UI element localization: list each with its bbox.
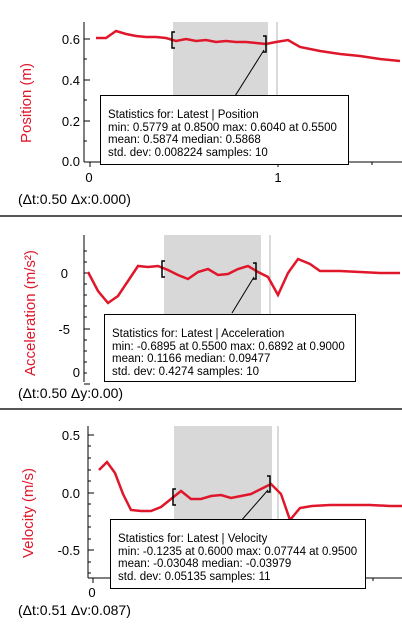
delta-readout: (Δt:0.50 Δx:0.000) [18, 191, 131, 207]
stats-min-max: min: 0.5779 at 0.8500 max: 0.6040 at 0.5… [108, 122, 342, 135]
y-tick-label: 0.4 [62, 73, 80, 88]
stats-title: Statistics for: Latest | Position [108, 109, 342, 122]
stats-title: Statistics for: Latest | Velocity [118, 533, 359, 546]
y-tick-label: 0.0 [62, 486, 80, 501]
acceleration-graph-panel[interactable]: 0 -5 0 Acceleration (m/s²) × − Statistic… [0, 215, 402, 408]
stats-mean-median: mean: 0.1166 median: 0.09477 [112, 353, 349, 366]
statistics-box[interactable]: Statistics for: Latest | Velocity min: -… [110, 519, 366, 589]
y-tick-label: 0 [61, 266, 68, 281]
stats-min-max: min: -0.6895 at 0.5500 max: 0.6892 at 0.… [112, 341, 349, 354]
stats-std-samples: std. dev: 0.05135 samples: 11 [118, 571, 359, 584]
position-graph-panel[interactable]: 0.6 0.4 0.2 0.0 0 1 Position (m) × − Sta… [0, 0, 402, 215]
statistics-box[interactable]: Statistics for: Latest | Acceleration mi… [104, 314, 356, 382]
y-tick-label: 0.6 [62, 32, 80, 47]
delta-readout: (Δt:0.51 Δv:0.087) [18, 602, 131, 618]
stats-mean-median: mean: 0.5874 median: 0.5868 [108, 134, 342, 147]
statistics-box[interactable]: Statistics for: Latest | Position min: 0… [100, 95, 349, 165]
velocity-graph-panel[interactable]: 0.5 0.0 -0.5 0 Velocity (m/s) × − Statis… [0, 408, 402, 631]
y-tick-label: 0 [73, 365, 80, 380]
stats-min-max: min: -0.1235 at 0.6000 max: 0.07744 at 0… [118, 546, 359, 559]
stats-mean-median: mean: -0.03048 median: -0.03979 [118, 558, 359, 571]
delta-readout: (Δt:0.50 Δy:0.00) [18, 385, 123, 401]
stats-std-samples: std. dev: 0.008224 samples: 10 [108, 147, 342, 160]
y-tick-label: 0.5 [62, 428, 80, 443]
y-tick-label: -5 [58, 322, 70, 337]
x-tick-label: 0 [88, 585, 95, 600]
stats-title: Statistics for: Latest | Acceleration [112, 328, 349, 341]
y-ticks [84, 251, 90, 384]
y-tick-label: 0.0 [62, 154, 80, 169]
y-axis-label: Velocity (m/s) [20, 468, 37, 558]
x-tick-label: 1 [274, 170, 281, 185]
y-axis-label: Position (m) [18, 63, 35, 143]
y-tick-label: -0.5 [58, 543, 80, 558]
stats-std-samples: std. dev: 0.4274 samples: 10 [112, 366, 349, 379]
y-axis-label: Acceleration (m/s²) [22, 250, 39, 376]
y-tick-label: 0.2 [62, 114, 80, 129]
x-tick-label: 0 [85, 170, 92, 185]
